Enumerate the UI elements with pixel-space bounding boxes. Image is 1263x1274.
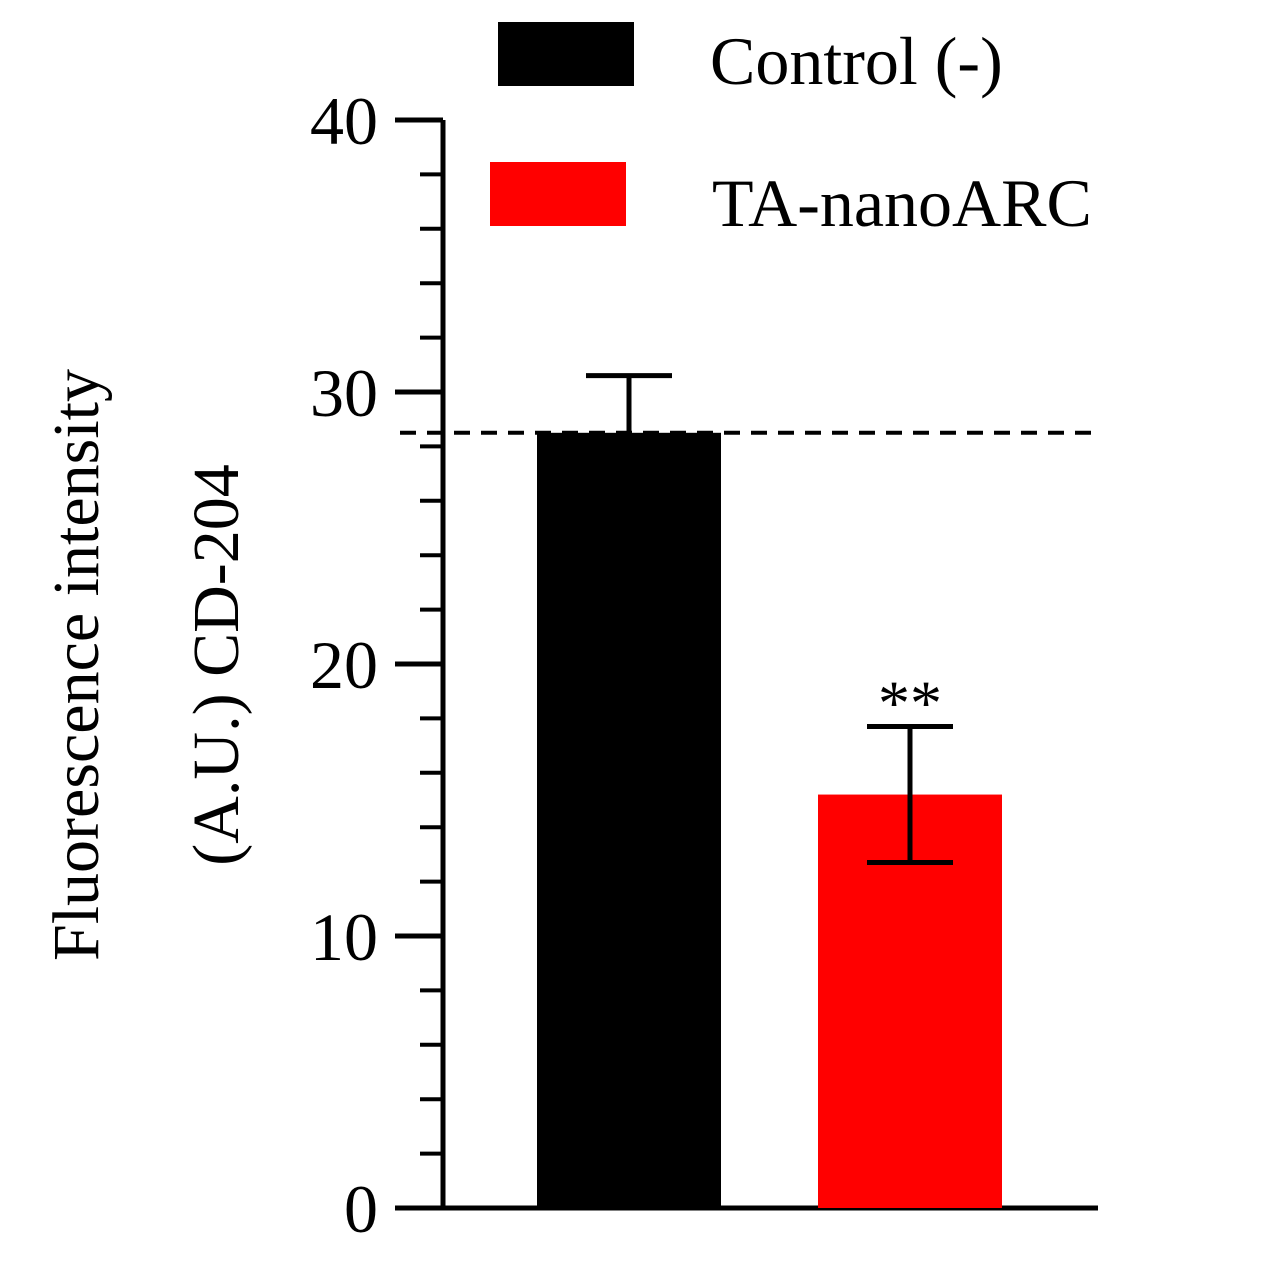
y-axis-title-line2: (A.U.) CD-204 [180, 464, 253, 865]
y-tick-label: 40 [310, 83, 378, 159]
bars [537, 432, 1002, 1208]
y-axis-title-line1: Fluorescence intensity [40, 369, 113, 961]
y-tick-label: 30 [310, 355, 378, 431]
annotations: ** [878, 668, 942, 739]
y-ticks: 0 10 20 30 40 [310, 83, 443, 1247]
bar-control [537, 432, 721, 1208]
legend: Control (-) TA-nanoARC [490, 22, 1092, 241]
legend-label-ta-nanoarc: TA-nanoARC [712, 165, 1092, 241]
legend-label-control: Control (-) [710, 23, 1003, 99]
y-tick-label: 0 [344, 1171, 378, 1247]
legend-swatch-control [498, 22, 634, 86]
significance-label: ** [878, 668, 942, 739]
legend-swatch-ta-nanoarc [490, 162, 626, 226]
y-tick-label: 20 [310, 627, 378, 703]
y-tick-label: 10 [310, 899, 378, 975]
